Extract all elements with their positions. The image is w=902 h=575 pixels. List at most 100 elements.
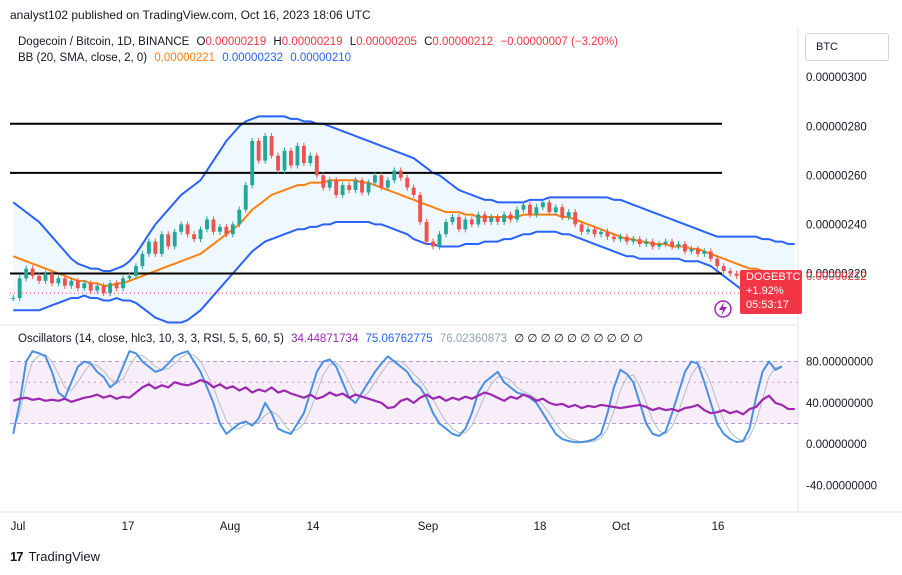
candle-body [657, 244, 662, 247]
candle-body [637, 239, 642, 245]
candle-body [418, 194, 423, 222]
alert-bolt-icon [714, 300, 732, 318]
y-tick-label: 0.00000260 [806, 170, 867, 182]
candle-body [586, 229, 591, 232]
candle-body [347, 185, 352, 191]
tradingview-logo-icon[interactable]: 17 [10, 549, 24, 564]
publisher-line: analyst102 published on TradingView.com,… [10, 8, 371, 22]
candle-body [256, 140, 261, 161]
candle-body [502, 214, 507, 222]
candle-body [17, 278, 22, 299]
candle-body [676, 244, 681, 247]
x-tick-label: 17 [122, 521, 135, 533]
candle-body [56, 278, 61, 284]
candle-body [721, 266, 726, 272]
candle-body [385, 180, 390, 188]
close-value: 0.00000212 [432, 36, 494, 48]
candle-body [579, 224, 584, 232]
candle-body [728, 271, 733, 274]
osc-legend: Oscillators (14, close, hlc3, 10, 3, 3, … [18, 331, 647, 345]
candle-body [495, 217, 500, 222]
rsi-band [10, 361, 798, 424]
open-label: O [196, 36, 206, 48]
candle-body [624, 236, 629, 242]
price-tag: DOGEBTC +1.92% 05:53:17 [740, 270, 802, 314]
symbol-title[interactable]: Dogecoin / Bitcoin, 1D, BINANCE [18, 36, 190, 48]
candle-body [179, 224, 184, 232]
osc-y-tick-label: -40.00000000 [806, 481, 877, 493]
candle-body [127, 275, 132, 279]
footer-brand[interactable]: TradingView [28, 549, 101, 564]
candle-body [456, 217, 461, 230]
candle-body [95, 285, 100, 291]
bb-label[interactable]: BB (20, SMA, close, 2, 0) [18, 52, 148, 64]
candle-body [211, 219, 216, 232]
candle-body [43, 273, 48, 281]
low-value: 0.00000205 [356, 36, 417, 48]
rsi-line [12, 379, 795, 416]
high-label: H [273, 36, 282, 48]
candle-body [250, 140, 255, 186]
bb-lower-value: 0.00000210 [290, 52, 352, 64]
candle-body [153, 241, 158, 254]
candle-body [534, 207, 539, 215]
candle-body [663, 241, 668, 245]
y-tick-label: 0.00000220 [806, 268, 867, 280]
candle-body [11, 298, 16, 300]
candle-body [708, 251, 713, 259]
candle-body [515, 209, 519, 220]
candle-body [314, 155, 319, 176]
candle-body [489, 217, 494, 222]
candle-body [611, 236, 616, 240]
candle-body [553, 207, 558, 213]
candle-body [172, 231, 177, 247]
candle-body [353, 180, 358, 191]
candle-body [327, 180, 332, 188]
candle-body [69, 280, 74, 286]
candle-body [644, 241, 649, 245]
candle-body [289, 150, 293, 166]
empty-values: ∅ ∅ ∅ ∅ ∅ ∅ ∅ ∅ ∅ ∅ [514, 333, 644, 345]
x-tick-label: Sep [418, 521, 438, 533]
candle-body [540, 202, 545, 208]
candle-body [198, 229, 203, 240]
y-tick-label: 0.00000240 [806, 219, 867, 231]
candle-body [224, 226, 229, 235]
bb-legend: BB (20, SMA, close, 2, 0) 0.00000221 0.0… [18, 52, 355, 64]
candle-body [463, 219, 468, 230]
candle-body [192, 234, 197, 240]
candle-body [476, 214, 481, 225]
osc-label[interactable]: Oscillators (14, close, hlc3, 10, 3, 3, … [18, 333, 284, 345]
candle-body [469, 219, 474, 225]
candle-body [405, 177, 410, 188]
candle-body [573, 212, 578, 225]
candle-body [702, 251, 707, 254]
tag-change: +1.92% [746, 285, 784, 297]
candle-body [670, 241, 674, 247]
osc-y-tick-label: 80.00000000 [806, 357, 873, 369]
candle-body [101, 285, 106, 294]
candle-body [715, 258, 720, 267]
candle-body [269, 136, 274, 156]
candle-body [521, 204, 526, 210]
x-tick-label: Jul [11, 521, 26, 533]
stoch-d-line [12, 352, 783, 443]
candle-body [121, 278, 125, 289]
candle-body [295, 145, 300, 166]
candle-body [108, 283, 113, 294]
candle-body [50, 273, 54, 284]
candle-body [392, 170, 397, 181]
bb-basis-value: 0.00000221 [154, 52, 216, 64]
bb-fill [13, 116, 795, 323]
candle-body [566, 212, 571, 218]
candle-body [734, 273, 739, 276]
currency-button[interactable]: BTC [805, 33, 889, 61]
candle-body [140, 253, 145, 267]
tag-symbol: DOGEBTC [746, 271, 801, 283]
candle-body [683, 244, 687, 252]
candle-body [424, 221, 429, 242]
candle-body [82, 283, 87, 289]
x-tick-label: 16 [712, 521, 725, 533]
candle-body [185, 224, 190, 235]
x-tick-label: 18 [534, 521, 547, 533]
